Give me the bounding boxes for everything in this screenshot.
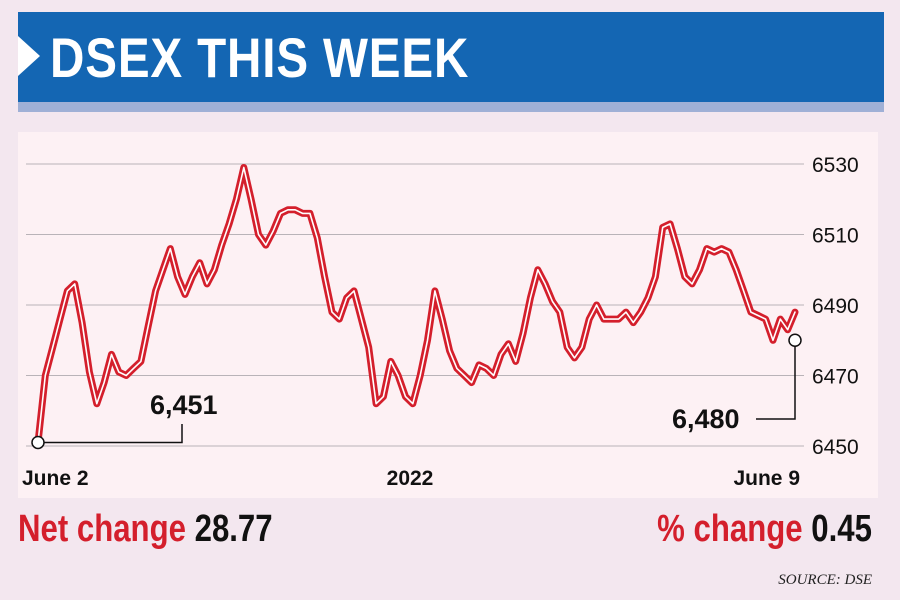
y-tick-label: 6530 <box>812 154 859 177</box>
start-marker <box>31 435 45 450</box>
pct-change-value: 0.45 <box>811 508 872 550</box>
series-line <box>34 164 799 446</box>
chart-panel <box>18 132 878 498</box>
y-tick-label: 6490 <box>812 295 859 318</box>
chart-title: DSEX THIS WEEK <box>50 26 470 89</box>
pct-change-label: % change <box>657 508 803 550</box>
banner-shadow <box>18 102 884 112</box>
title-banner <box>18 12 884 102</box>
x-tick-label: 2022 <box>387 467 434 490</box>
net-change-value: 28.77 <box>194 508 273 550</box>
annotation-leader-start <box>38 424 183 444</box>
pct-change: % change 0.45 <box>657 508 872 551</box>
net-change-label: Net change <box>18 508 186 550</box>
y-tick-label: 6470 <box>812 366 859 389</box>
start-value-label: 6,451 <box>150 390 218 420</box>
end-value-label: 6,480 <box>672 404 740 434</box>
annotations: 6,451 6,480 <box>31 333 802 450</box>
x-tick-label: June 2 <box>22 467 89 490</box>
annotation-leader-end <box>756 346 796 420</box>
y-axis-ticks: 6450 6470 6490 6510 6530 <box>812 154 859 459</box>
x-tick-label: June 9 <box>733 467 800 490</box>
series-line-inner <box>37 166 796 444</box>
end-marker <box>788 333 802 347</box>
y-tick-label: 6450 <box>812 436 859 459</box>
x-axis-labels: June 2 2022 June 9 <box>22 467 800 490</box>
y-tick-label: 6510 <box>812 225 859 248</box>
net-change: Net change 28.77 <box>18 508 273 551</box>
banner-arrow-icon <box>18 36 40 76</box>
source-note: SOURCE: DSE <box>778 572 872 588</box>
